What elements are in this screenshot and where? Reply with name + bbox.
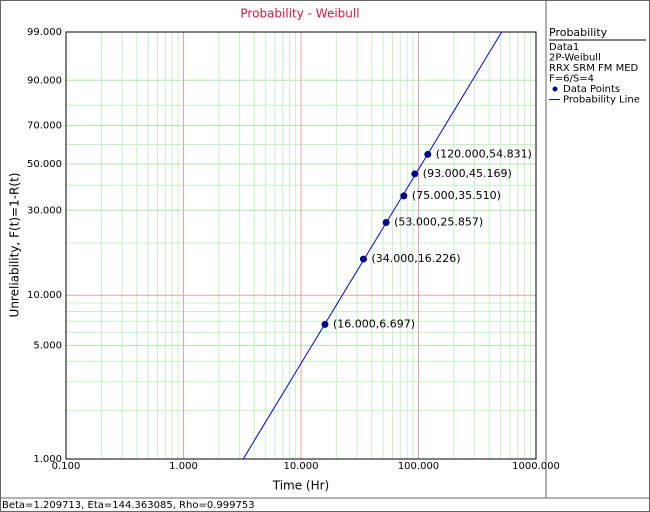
data-label: (75.000,35.510) bbox=[412, 189, 501, 202]
data-point bbox=[321, 320, 329, 328]
y-axis-label: Unreliability, F(t)=1-R(t) bbox=[8, 173, 22, 318]
y-tick-label: 5.000 bbox=[33, 340, 62, 351]
data-label: (53.000,25.857) bbox=[394, 216, 483, 229]
data-label: (93.000,45.169) bbox=[423, 167, 512, 180]
legend-label: Probability Line bbox=[563, 95, 640, 106]
y-tick-label: 70.000 bbox=[27, 120, 62, 131]
x-tick-label: 0.100 bbox=[52, 461, 81, 472]
data-point bbox=[411, 170, 419, 178]
y-tick-label: 1.000 bbox=[33, 454, 62, 465]
data-label: (120.000,54.831) bbox=[436, 147, 532, 160]
x-tick-label: 1.000 bbox=[169, 461, 198, 472]
x-axis-label: Time (Hr) bbox=[272, 479, 330, 493]
y-tick-label: 50.000 bbox=[27, 159, 62, 170]
probability-line bbox=[242, 31, 503, 460]
footer-text: Beta=1.209713, Eta=144.363085, Rho=0.999… bbox=[2, 500, 255, 511]
chart-title: Probability - Weibull bbox=[240, 7, 359, 21]
data-point bbox=[400, 192, 408, 200]
y-tick-label: 30.000 bbox=[27, 205, 62, 216]
legend-info: F=6/S=4 bbox=[549, 74, 594, 85]
x-tick-label: 1000.000 bbox=[512, 461, 560, 472]
data-point bbox=[424, 150, 432, 158]
x-tick-label: 100.000 bbox=[398, 461, 439, 472]
data-point bbox=[359, 255, 367, 263]
data-label: (16.000,6.697) bbox=[333, 317, 415, 330]
data-point bbox=[382, 219, 390, 227]
legend-title: Probability bbox=[549, 26, 608, 39]
y-tick-label: 10.000 bbox=[27, 290, 62, 301]
x-tick-label: 10.000 bbox=[284, 461, 319, 472]
data-label: (34.000,16.226) bbox=[371, 252, 460, 265]
legend-info: 2P-Weibull bbox=[549, 53, 601, 64]
legend-label: Data Points bbox=[563, 84, 620, 95]
legend-info: Data1 bbox=[549, 42, 579, 53]
y-tick-label: 90.000 bbox=[27, 75, 62, 86]
y-tick-label: 99.000 bbox=[27, 27, 62, 38]
legend-marker bbox=[552, 86, 558, 92]
plot-border bbox=[65, 31, 537, 460]
legend-info: RRX SRM FM MED bbox=[549, 63, 639, 74]
